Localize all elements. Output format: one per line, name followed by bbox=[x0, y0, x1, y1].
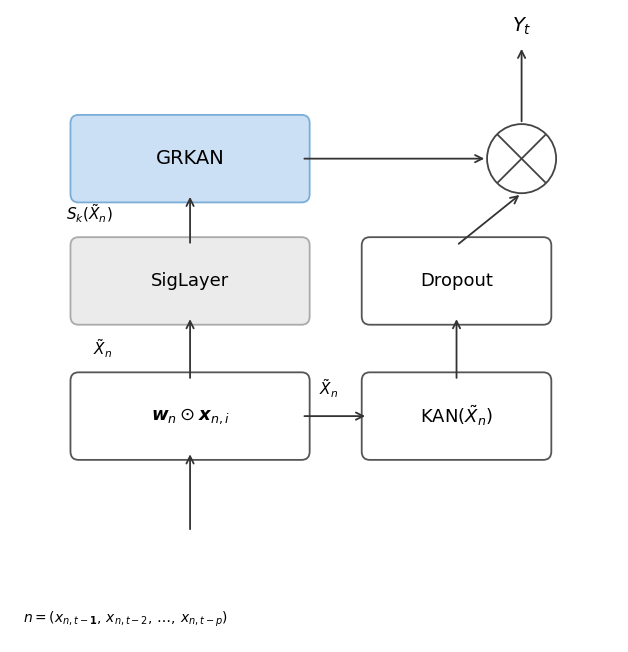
FancyBboxPatch shape bbox=[362, 372, 551, 460]
Text: $\tilde{X}_n$: $\tilde{X}_n$ bbox=[319, 378, 338, 400]
FancyBboxPatch shape bbox=[70, 115, 310, 202]
Text: $\tilde{X}_n$: $\tilde{X}_n$ bbox=[94, 337, 112, 360]
Text: $\boldsymbol{w}_n \odot \boldsymbol{x}_{n,i}$: $\boldsymbol{w}_n \odot \boldsymbol{x}_{… bbox=[151, 406, 230, 426]
Text: GRKAN: GRKAN bbox=[156, 149, 224, 168]
Text: Dropout: Dropout bbox=[420, 272, 493, 290]
FancyBboxPatch shape bbox=[362, 237, 551, 325]
Ellipse shape bbox=[487, 124, 556, 193]
Text: $S_k(\tilde{X}_n)$: $S_k(\tilde{X}_n)$ bbox=[66, 202, 112, 224]
Text: $\mathrm{KAN}(\tilde{X}_n)$: $\mathrm{KAN}(\tilde{X}_n)$ bbox=[420, 404, 493, 428]
FancyBboxPatch shape bbox=[70, 372, 310, 460]
Text: SigLayer: SigLayer bbox=[151, 272, 229, 290]
FancyBboxPatch shape bbox=[70, 237, 310, 325]
Text: $n = (x_{n,t-\mathbf{1}},\, x_{n,t-2},\, \ldots,\, x_{n,t-p})$: $n = (x_{n,t-\mathbf{1}},\, x_{n,t-2},\,… bbox=[23, 609, 228, 629]
Text: $Y_t$: $Y_t$ bbox=[512, 16, 531, 37]
